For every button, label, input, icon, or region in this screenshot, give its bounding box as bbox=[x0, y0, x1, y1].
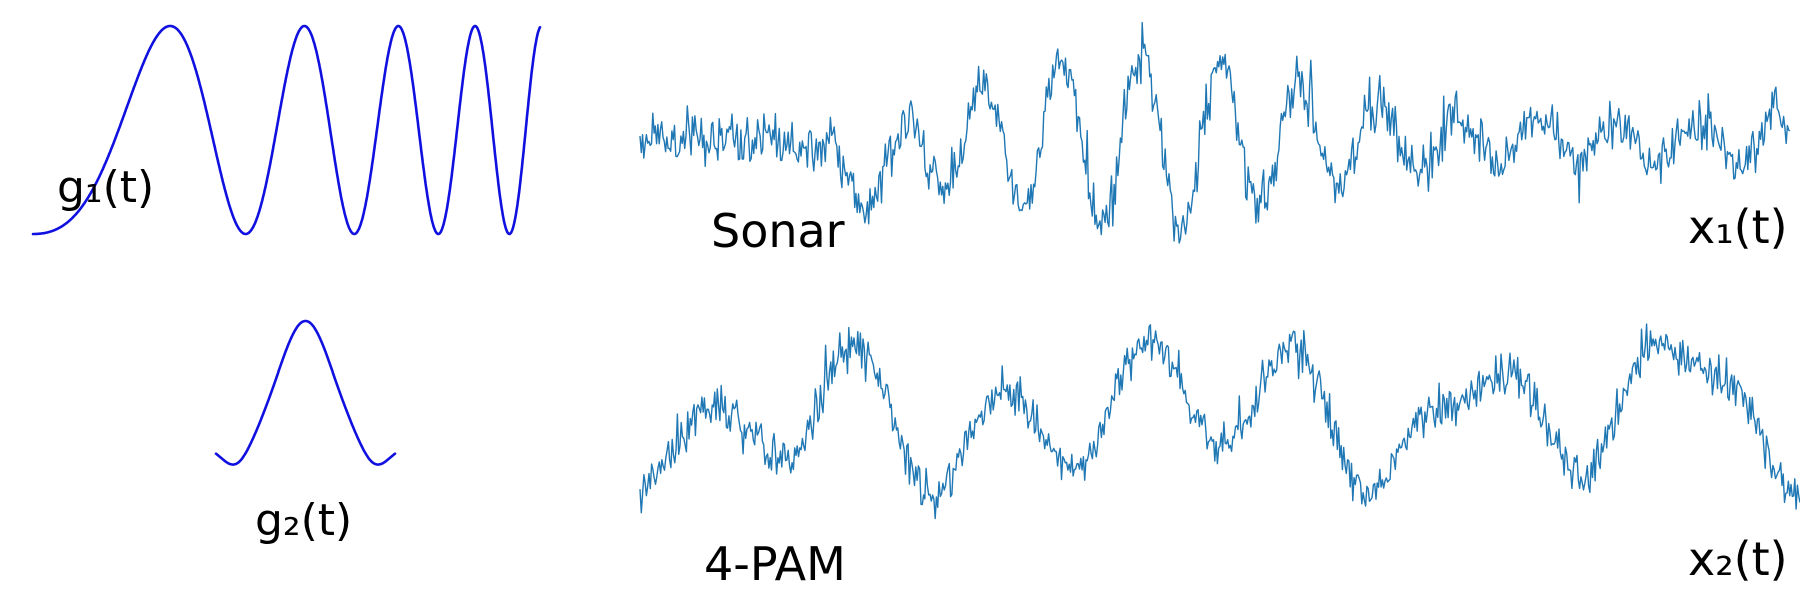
x1-sonar-signal bbox=[639, 21, 1791, 244]
x2-label: x₂(t) bbox=[1688, 532, 1788, 586]
g1-chirp-wave bbox=[31, 24, 542, 236]
g2-label: g₂(t) bbox=[255, 495, 352, 546]
g1-label: g₁(t) bbox=[57, 162, 154, 213]
x2-pam-signal bbox=[639, 323, 1800, 520]
x1-label: x₁(t) bbox=[1688, 200, 1788, 254]
sonar-label: Sonar bbox=[711, 204, 845, 258]
g2-pulse-wave bbox=[214, 319, 397, 466]
pam-label: 4-PAM bbox=[704, 537, 846, 591]
